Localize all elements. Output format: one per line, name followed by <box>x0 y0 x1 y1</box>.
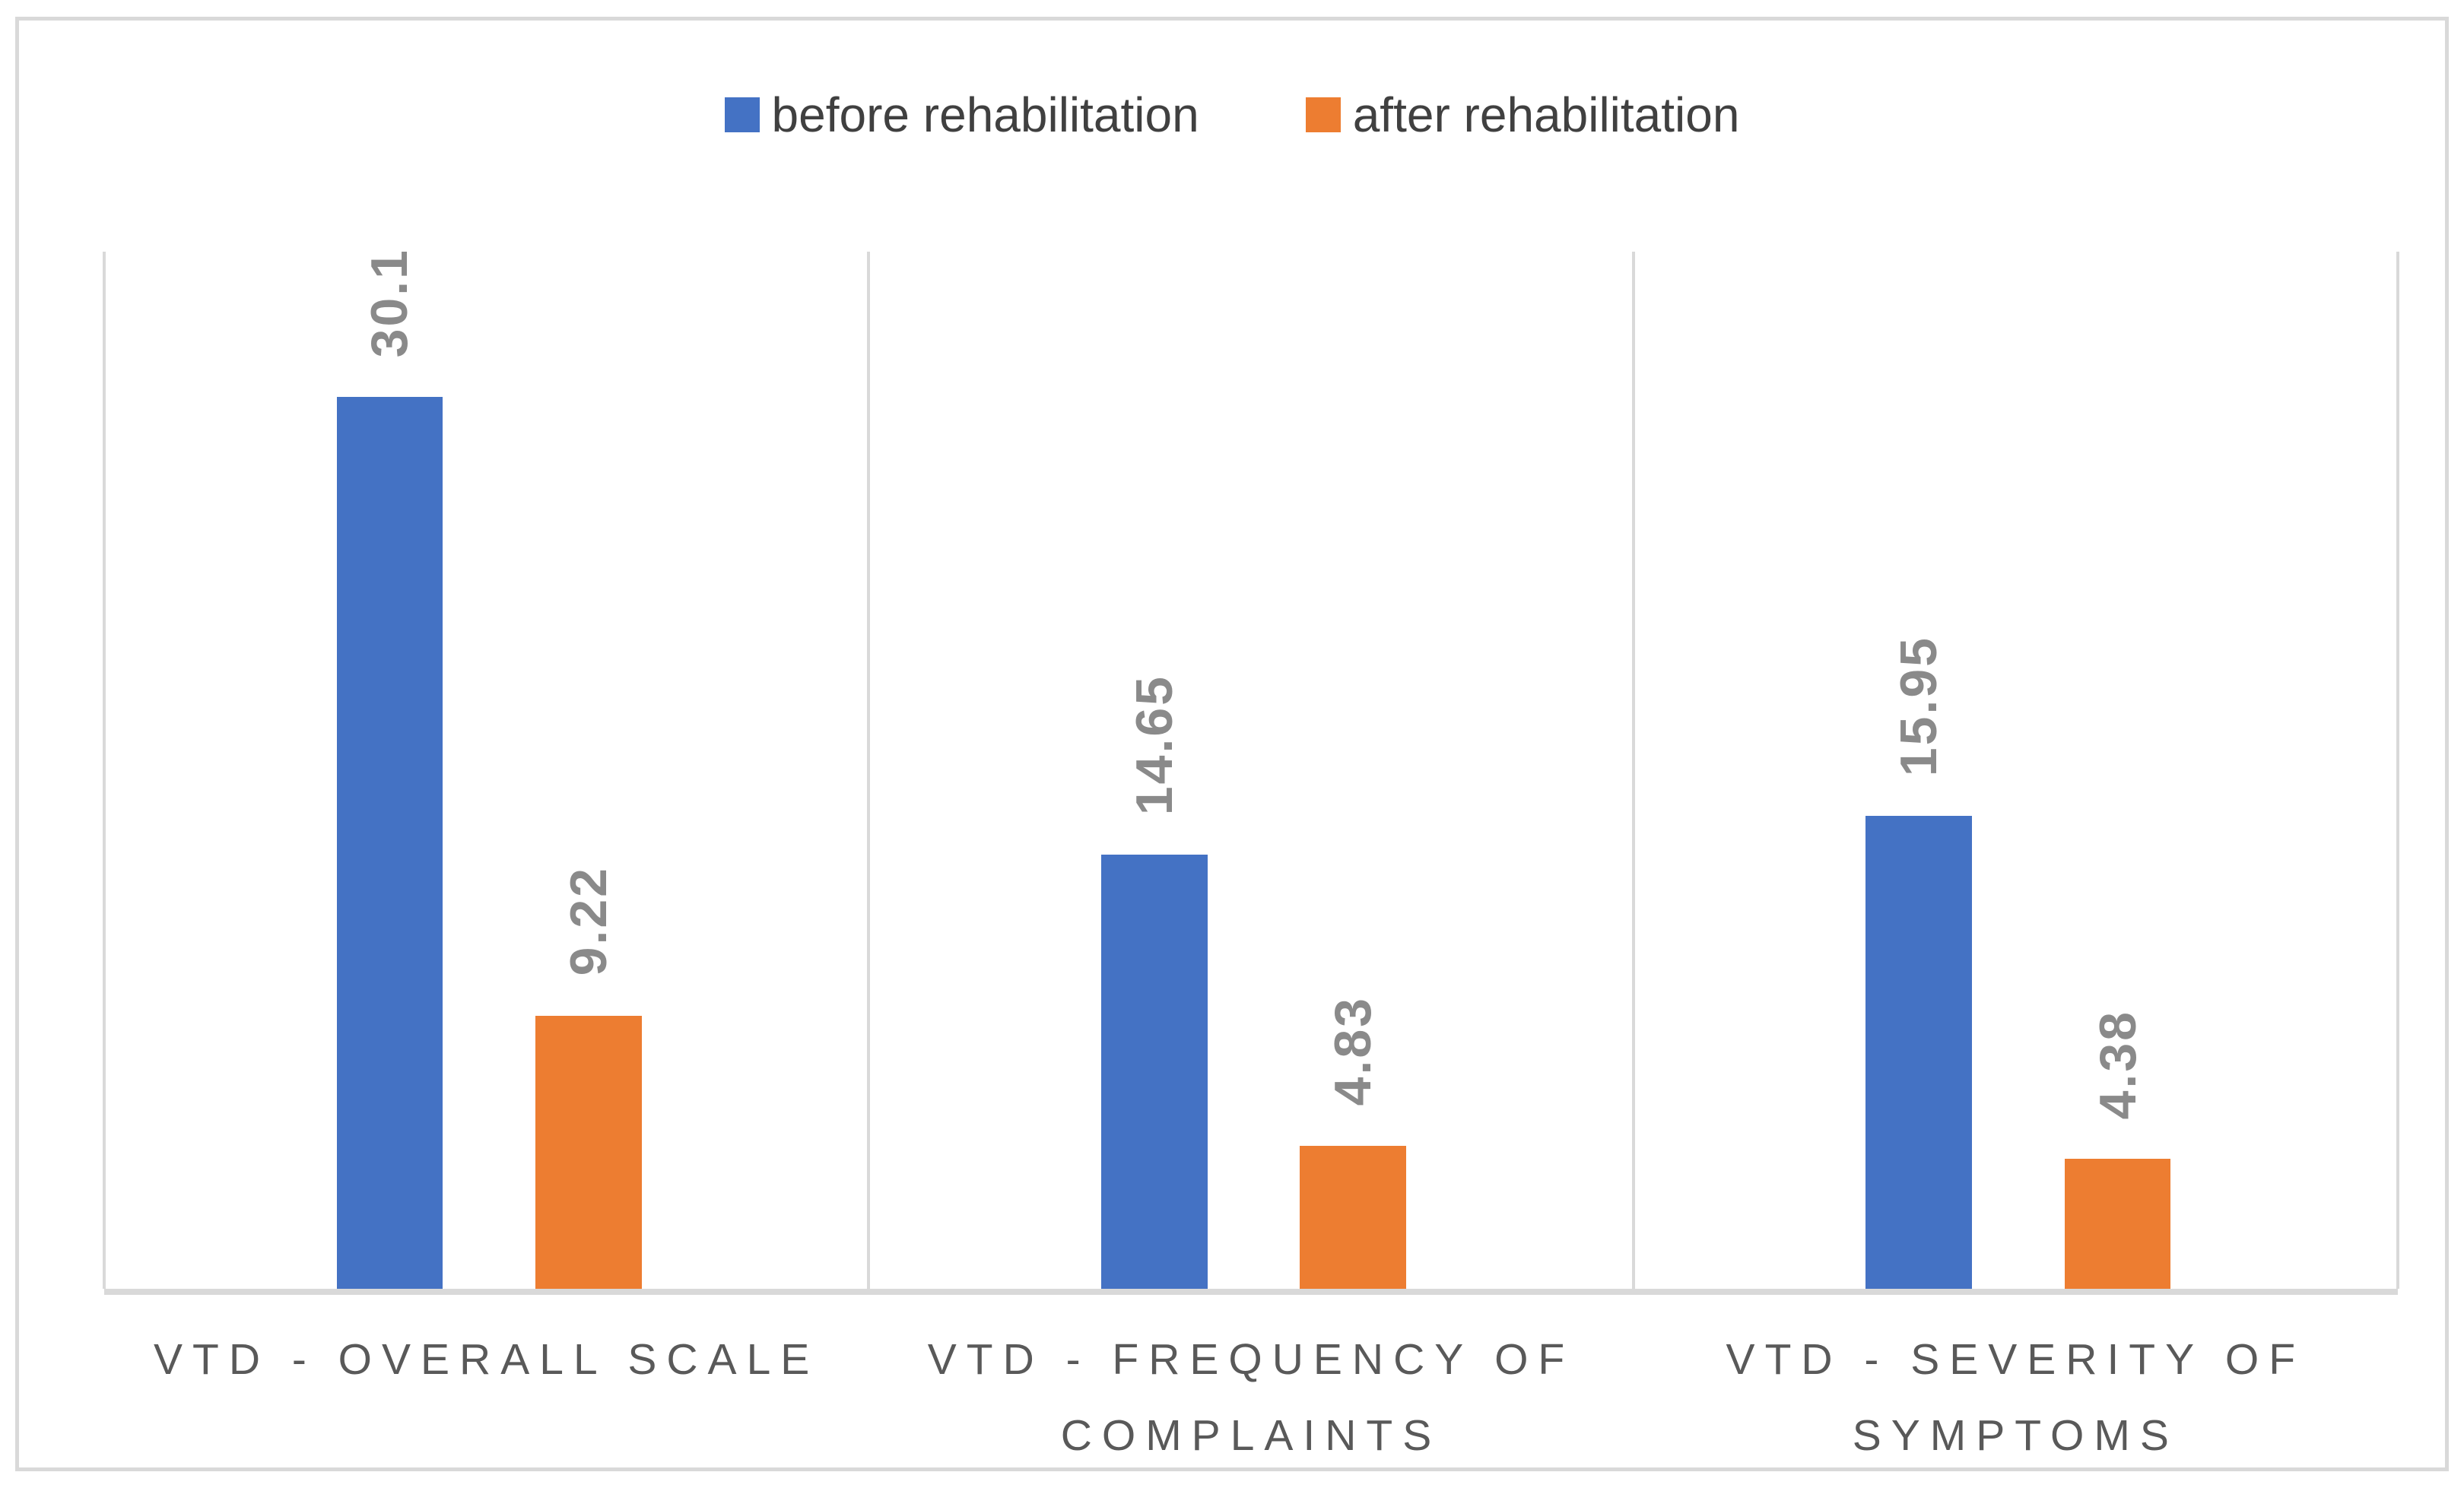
legend-label-after: after rehabilitation <box>1352 87 1740 142</box>
category-label-frequency-of-complaints: VTD - FREQUENCY OF COMPLAINTS <box>927 1335 1575 1460</box>
data-label-after-rehabilitation: 9.22 <box>559 866 618 976</box>
plot-area: 30.1 9.22 14.65 4.83 15.95 4.38 <box>103 248 2399 1295</box>
legend-label-before: before rehabilitation <box>771 87 1199 142</box>
legend-swatch-after-icon <box>1305 97 1341 132</box>
data-label-before-rehabilitation: 14.65 <box>1125 674 1183 816</box>
bar-before-rehabilitation <box>336 396 443 1289</box>
bar-after-rehabilitation <box>535 1015 642 1289</box>
data-label-after-rehabilitation: 4.83 <box>1324 996 1383 1106</box>
chart-border-frame: before rehabilitation after rehabilitati… <box>15 17 2449 1471</box>
category-axis-labels: VTD - OVERALL SCALE VTD - FREQUENCY OF C… <box>104 1322 2398 1474</box>
category-group: 30.1 9.22 <box>104 248 868 1289</box>
category-group: 14.65 4.83 <box>868 252 1633 1289</box>
legend-swatch-before-icon <box>724 97 760 132</box>
data-label-after-rehabilitation: 4.38 <box>2088 1009 2147 1120</box>
data-label-before-rehabilitation: 15.95 <box>1890 636 1948 777</box>
category-axis-line <box>104 1289 2398 1295</box>
category-label-overall-scale: VTD - OVERALL SCALE <box>154 1335 820 1384</box>
category-group: 15.95 4.38 <box>1634 252 2398 1289</box>
category-separator-gridline <box>103 252 106 1289</box>
bar-after-rehabilitation <box>2064 1159 2171 1289</box>
bar-before-rehabilitation <box>1100 855 1208 1289</box>
legend-item-before-rehabilitation: before rehabilitation <box>724 87 1199 142</box>
legend-item-after-rehabilitation: after rehabilitation <box>1305 87 1740 142</box>
bar-before-rehabilitation <box>1865 816 1972 1289</box>
category-separator-gridline <box>867 252 871 1289</box>
bar-after-rehabilitation <box>1300 1145 1407 1289</box>
category-label-severity-of-symptoms: VTD - SEVERITY OF SYMPTOMS <box>1726 1335 2306 1460</box>
data-label-before-rehabilitation: 30.1 <box>360 247 419 357</box>
legend: before rehabilitation after rehabilitati… <box>19 90 2445 139</box>
category-separator-gridline <box>1631 252 1635 1289</box>
category-separator-gridline <box>2396 252 2399 1289</box>
